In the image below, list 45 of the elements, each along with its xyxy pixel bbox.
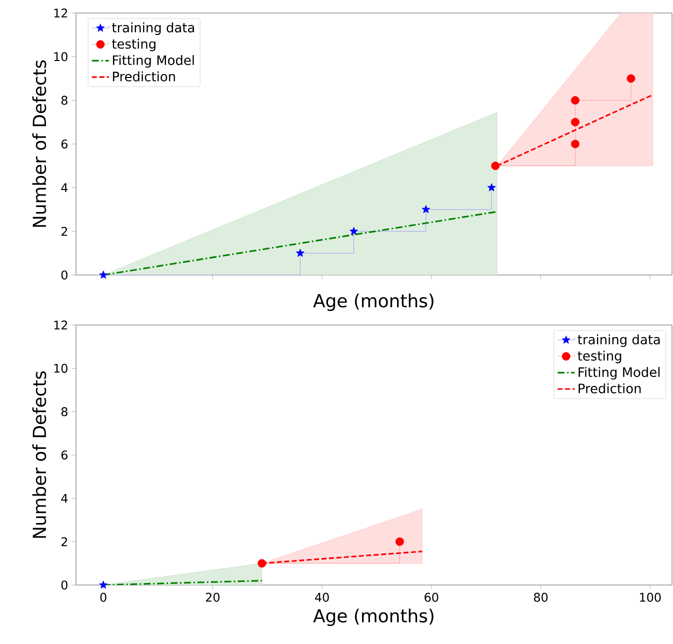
point — [296, 248, 304, 257]
legend-label: testing — [112, 38, 156, 52]
point — [99, 580, 108, 589]
x-tick-label: 40 — [315, 592, 329, 602]
y-tick-label: 6 — [61, 139, 68, 149]
y-tick-label: 8 — [61, 96, 68, 105]
y-tick-label: 0 — [61, 270, 68, 280]
point — [626, 74, 636, 83]
x-tick-label: 80 — [534, 592, 548, 602]
x-axis-title: Age (months) — [313, 608, 434, 626]
point — [570, 96, 580, 105]
legend-label: Prediction — [112, 71, 175, 82]
y-tick-label: 8 — [61, 407, 68, 416]
legend-label: Fitting Model — [578, 367, 660, 380]
point — [99, 270, 108, 279]
y-axis-title: Number of Defects — [32, 60, 46, 227]
legend-label: testing — [578, 350, 622, 364]
x-tick-label: 20 — [206, 592, 220, 602]
y-tick-label: 4 — [61, 183, 68, 192]
y-tick-label: 2 — [61, 226, 68, 236]
x-tick-label: 60 — [424, 592, 438, 602]
point — [570, 140, 580, 148]
y-tick-label: 0 — [61, 580, 68, 590]
y-tick-label: 2 — [61, 537, 68, 546]
point — [487, 183, 496, 192]
y-axis-title: Number of Defects — [32, 371, 46, 538]
x-tick-label: 0 — [100, 592, 106, 602]
y-tick-label: 6 — [61, 450, 68, 460]
legend-label: Fitting Model — [112, 55, 194, 68]
point — [395, 537, 404, 546]
point — [350, 226, 358, 235]
y-tick-label: 4 — [61, 494, 68, 503]
legend-label: training data — [112, 22, 194, 35]
y-tick-label: 10 — [54, 364, 68, 373]
y-tick-label: 12 — [54, 320, 68, 330]
y-tick-label: 12 — [54, 8, 68, 18]
point — [422, 205, 430, 214]
legend-label: training data — [578, 334, 660, 347]
point — [491, 162, 500, 170]
y-tick-label: 10 — [54, 52, 68, 62]
x-tick-label: 100 — [640, 592, 661, 602]
legend-label: Prediction — [578, 383, 641, 394]
x-axis-title: Age (months) — [313, 294, 434, 311]
point — [258, 559, 266, 568]
point — [570, 118, 580, 126]
